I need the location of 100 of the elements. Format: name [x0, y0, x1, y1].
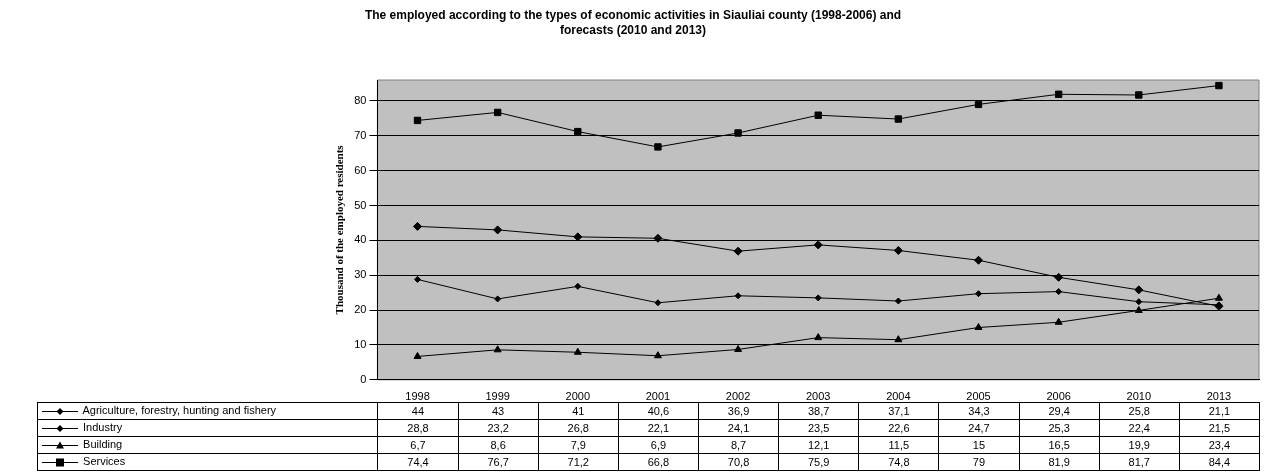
data-label: 11,5 — [858, 436, 939, 454]
y-tick-label: 10 — [354, 337, 367, 350]
data-label: 22,6 — [858, 419, 939, 437]
data-label: 74,4 — [377, 453, 459, 471]
point — [813, 240, 823, 250]
data-label: 66,8 — [618, 453, 699, 471]
legend-label: Agriculture, forestry, hunting and fishery — [37, 402, 378, 420]
point — [574, 127, 582, 136]
point — [974, 100, 983, 109]
point — [975, 290, 982, 298]
data-label: 16,5 — [1019, 436, 1100, 454]
point — [493, 345, 502, 353]
point — [734, 344, 743, 352]
data-label: 6,7 — [377, 436, 459, 454]
point — [493, 108, 502, 117]
data-label: 24,1 — [698, 419, 779, 437]
x-tick-label: 1999 — [485, 390, 510, 403]
data-label: 8,6 — [458, 436, 539, 454]
point — [493, 225, 503, 235]
data-label: 25,8 — [1099, 402, 1180, 420]
x-tick-label: 2002 — [725, 390, 751, 403]
data-label: 8,7 — [698, 436, 779, 454]
y-tick-label: 80 — [354, 93, 367, 106]
point — [894, 115, 903, 123]
point — [413, 351, 422, 359]
data-label: 40,6 — [618, 402, 699, 420]
data-label: 70,8 — [698, 453, 779, 471]
data-label: 24,7 — [938, 419, 1020, 437]
x-tick-label: 2010 — [1126, 390, 1152, 403]
point — [734, 292, 742, 300]
x-tick-label: 2003 — [805, 390, 831, 403]
point — [814, 333, 823, 341]
point — [1134, 285, 1144, 295]
data-label: 37,1 — [858, 402, 939, 420]
data-label: 26,8 — [538, 419, 619, 437]
y-tick-label: 70 — [354, 128, 367, 141]
y-tick-label: 40 — [354, 233, 367, 246]
point — [814, 111, 822, 119]
point — [974, 255, 983, 265]
point — [894, 297, 902, 305]
legend-label: Industry — [37, 419, 378, 437]
data-label: 71,2 — [538, 453, 619, 471]
point — [654, 299, 662, 307]
point — [814, 294, 822, 302]
point — [734, 129, 742, 137]
data-label: 38,7 — [778, 402, 859, 420]
data-label: 23,5 — [778, 419, 859, 437]
data-label: 84,4 — [1179, 453, 1260, 471]
point — [653, 233, 663, 243]
x-tick-label: 2000 — [565, 390, 591, 403]
data-label: 44 — [377, 402, 459, 420]
legend-label: Services — [37, 453, 378, 471]
point — [414, 275, 422, 283]
data-label: 22,4 — [1099, 419, 1180, 437]
legend-label: Building — [37, 436, 378, 454]
y-tick-label: 60 — [354, 163, 367, 176]
data-label: 6,9 — [618, 436, 699, 454]
point — [1054, 90, 1063, 98]
y-tick-label: 50 — [354, 198, 367, 211]
y-tick-label: 20 — [354, 303, 367, 316]
x-tick-label: 2006 — [1046, 390, 1071, 403]
point — [1215, 81, 1223, 90]
point — [573, 347, 582, 355]
data-label: 29,4 — [1019, 402, 1100, 420]
point — [1134, 305, 1143, 313]
chart-title: The employed according to the types of economic activities in Siauliai county (1998-2006) and forecasts (2010 and 2013) — [363, 8, 903, 38]
data-label: 15 — [938, 436, 1020, 454]
data-label: 74,8 — [858, 453, 939, 471]
data-label: 23,2 — [458, 419, 539, 437]
data-label: 41 — [538, 402, 619, 420]
y-tick-label: 30 — [354, 268, 367, 281]
x-tick-label: 2005 — [966, 390, 991, 403]
data-label: 23,4 — [1179, 436, 1260, 454]
data-label: 75,9 — [778, 453, 859, 471]
point — [1054, 317, 1063, 325]
point — [894, 335, 903, 343]
point — [733, 246, 743, 256]
data-label: 25,3 — [1019, 419, 1100, 437]
data-label: 19,9 — [1099, 436, 1180, 454]
point — [654, 143, 662, 151]
point — [413, 116, 422, 125]
data-label: 12,1 — [778, 436, 859, 454]
data-label: 7,9 — [538, 436, 619, 454]
data-label: 76,7 — [458, 453, 539, 471]
point — [893, 245, 903, 255]
data-label: 21,5 — [1179, 419, 1260, 437]
point — [1135, 298, 1143, 306]
point — [974, 323, 983, 331]
x-tick-label: 2001 — [645, 390, 671, 403]
data-label: 36,9 — [698, 402, 779, 420]
data-label: 79 — [938, 453, 1020, 471]
x-tick-label: 2013 — [1206, 390, 1232, 403]
x-tick-label: 1998 — [405, 390, 430, 403]
point — [1055, 288, 1063, 296]
data-label: 81,7 — [1099, 453, 1180, 471]
data-label: 21,1 — [1179, 402, 1260, 420]
data-label: 43 — [458, 402, 539, 420]
data-label: 22,1 — [618, 419, 699, 437]
y-axis-title: Thousand of the employed residents — [333, 144, 346, 315]
data-label: 81,9 — [1019, 453, 1100, 471]
